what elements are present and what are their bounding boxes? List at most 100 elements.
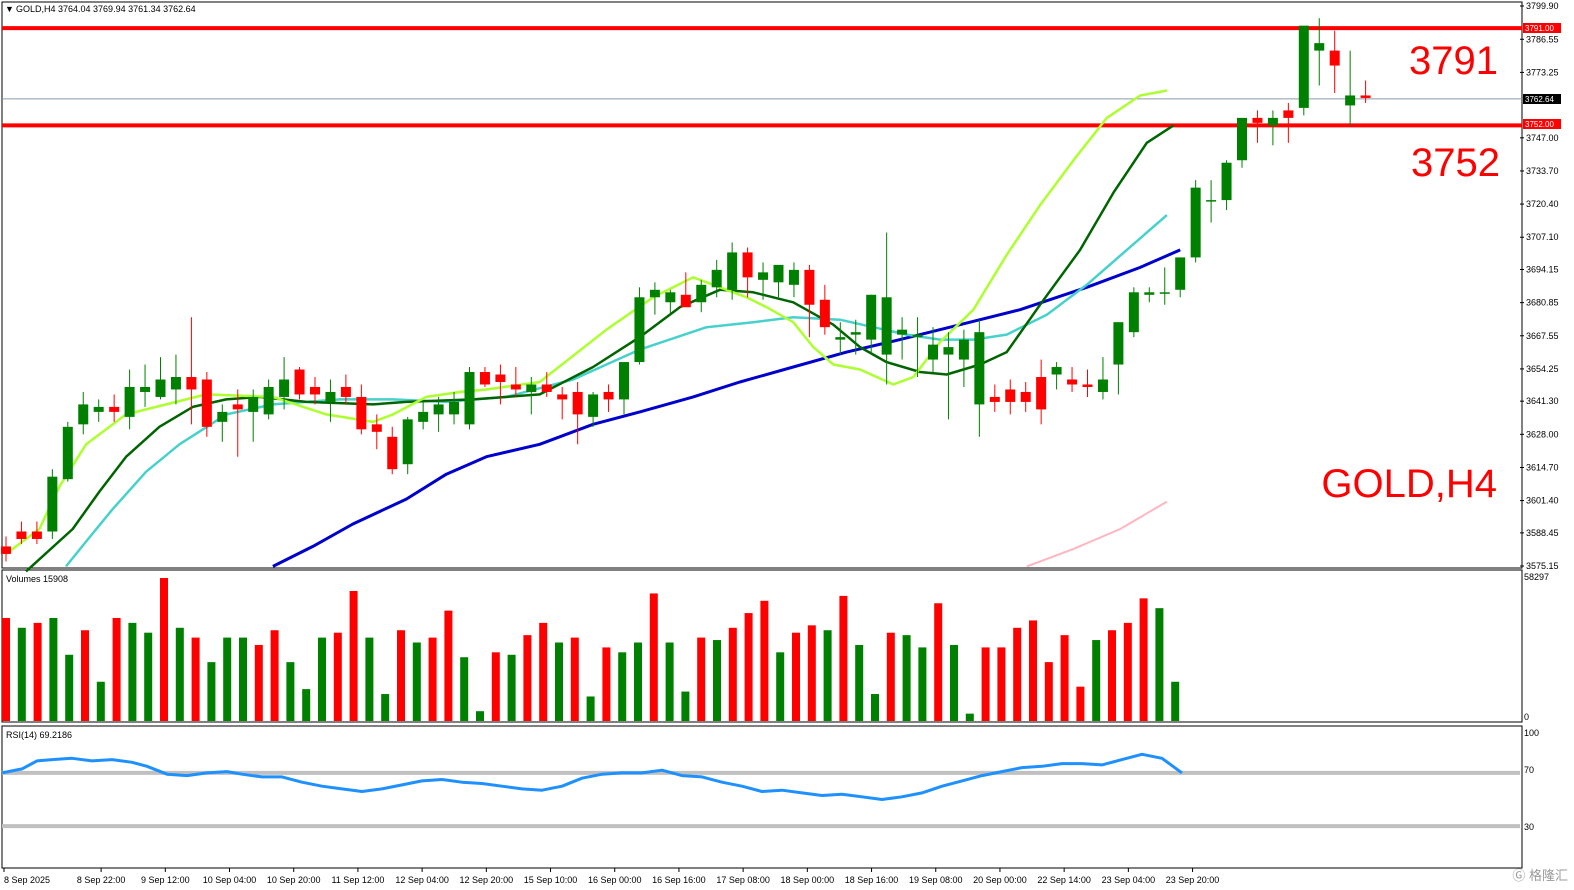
time-tick-label: 10 Sep 04:00 — [203, 875, 257, 885]
volume-bar — [1171, 681, 1180, 721]
candle-body — [325, 391, 336, 402]
candle-body — [155, 379, 166, 397]
candle-body — [263, 386, 274, 415]
price-panel — [1, 1, 1523, 569]
candle-body — [170, 377, 181, 390]
volume-bar — [270, 630, 279, 721]
volume-bar — [981, 647, 990, 721]
candle-body — [603, 391, 614, 400]
collapse-arrow-icon[interactable]: ▼ — [5, 4, 14, 14]
candle-body — [1237, 117, 1247, 161]
watermark-text: 格隆汇 — [1528, 868, 1568, 883]
candle-body — [1252, 117, 1263, 123]
candle-body — [371, 424, 382, 432]
volume-bar — [286, 662, 295, 721]
candle-body — [495, 374, 506, 382]
candle-body — [1113, 322, 1124, 365]
watermark-logo-icon: Ⓖ — [1512, 868, 1526, 883]
time-tick-label: 8 Sep 22:00 — [77, 875, 126, 885]
volume-bar — [1013, 627, 1022, 721]
axis-layer: 3799.90 3786.55 3773.25 3747.00 3733.70 3720.… — [3, 1, 1559, 885]
candle-body — [881, 297, 892, 355]
candle-body — [16, 531, 27, 539]
time-tick-label: 16 Sep 16:00 — [652, 875, 706, 885]
price-tick-label: 3680.85 — [1526, 298, 1559, 308]
rsi-title: RSI(14) 69.2186 — [6, 730, 72, 740]
volume-bar — [523, 635, 532, 721]
candle-body — [449, 401, 460, 415]
symbol-annotation: GOLD,H4 — [1321, 462, 1497, 506]
candle-body — [649, 289, 660, 298]
volume-bar — [823, 630, 832, 721]
volume-bar — [144, 632, 153, 721]
candle-body — [572, 391, 583, 415]
ma-fast-line — [5, 89, 1168, 555]
price-tick-label: 3588.45 — [1526, 528, 1559, 538]
candle-body — [1020, 391, 1031, 402]
volume-bar — [539, 622, 548, 721]
candle-body — [294, 369, 305, 395]
candle-body — [711, 269, 722, 288]
volume-bar — [17, 627, 26, 721]
time-tick-label: 22 Sep 14:00 — [1037, 875, 1091, 885]
candle-body — [1, 546, 11, 554]
candle-body — [850, 332, 861, 335]
time-tick-label: 8 Sep 2025 — [4, 875, 50, 885]
candle-body — [387, 436, 398, 470]
volume-bar — [1044, 662, 1053, 721]
candle-body — [541, 384, 552, 392]
candle-body — [47, 476, 58, 532]
low-line-price-label: 3752.00 — [1525, 120, 1554, 129]
candle-body — [727, 252, 738, 290]
price-tick-label: 3707.10 — [1526, 232, 1559, 242]
volume-bar — [934, 603, 943, 721]
volume-bar — [965, 713, 974, 721]
candle-body — [1097, 379, 1108, 392]
volume-bar — [365, 637, 374, 721]
volume-bar — [744, 613, 753, 721]
volume-bar — [65, 654, 74, 721]
candle-body — [897, 329, 908, 335]
volume-bar — [555, 642, 563, 721]
volume-bar — [1076, 686, 1085, 721]
candle-body — [912, 334, 923, 338]
candle-body — [1298, 25, 1309, 108]
volume-bar — [1123, 622, 1132, 721]
price-tick-label: 3720.40 — [1526, 199, 1559, 209]
level-high-annotation: 3791 — [1409, 39, 1498, 83]
price-tick-label: 3694.15 — [1526, 264, 1559, 274]
candle-body — [526, 384, 537, 392]
level-low-annotation: 3752 — [1411, 141, 1500, 185]
volume-bar — [191, 637, 200, 721]
price-tick-label: 3641.30 — [1526, 396, 1559, 406]
candle-body — [1082, 384, 1093, 387]
volume-bar — [1092, 640, 1101, 721]
volume-bar — [792, 632, 800, 721]
candle-body — [1206, 200, 1217, 202]
candle-body — [1175, 257, 1186, 290]
price-tick-label: 3601.40 — [1526, 496, 1559, 506]
volume-bar — [412, 642, 421, 721]
candle-body — [819, 299, 830, 328]
volume-bar — [49, 617, 58, 721]
volume-layer — [2, 578, 1180, 721]
candle-body — [1221, 162, 1232, 201]
candle-body — [928, 344, 938, 360]
candle-body — [1036, 377, 1047, 410]
time-tick-label: 15 Sep 10:00 — [524, 875, 578, 885]
chart-header: GOLD,H4 3764.04 3769.94 3761.34 3762.64 — [16, 4, 196, 14]
volume-bar — [239, 637, 247, 721]
rsi-layer — [1, 752, 1520, 829]
volume-bar — [570, 637, 579, 721]
candle-body — [201, 379, 212, 427]
candle-body — [634, 297, 645, 363]
price-layer — [1, 18, 1522, 573]
time-tick-label: 19 Sep 08:00 — [909, 875, 963, 885]
volume-bar — [776, 652, 785, 721]
volume-bar — [634, 642, 642, 721]
price-tick-label: 3628.00 — [1526, 429, 1559, 439]
volume-bar — [665, 642, 674, 721]
volume-bar — [223, 637, 232, 721]
price-tick-label: 3773.25 — [1526, 67, 1559, 77]
